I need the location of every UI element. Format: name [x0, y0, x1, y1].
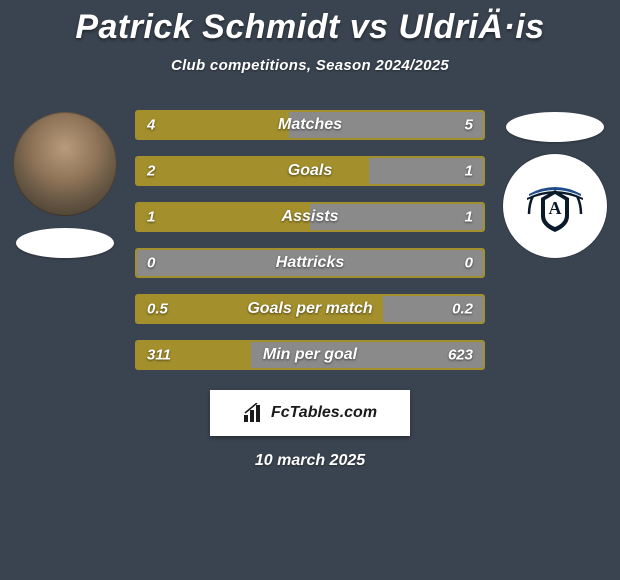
- stat-label: Goals per match: [247, 300, 372, 318]
- stat-value-left: 2: [147, 163, 155, 180]
- stat-row: 4 Matches 5: [135, 110, 485, 140]
- stat-value-right: 1: [465, 163, 473, 180]
- stat-value-left: 311: [147, 347, 171, 364]
- infographic-container: Patrick Schmidt vs UldriÄ·is Club compet…: [0, 0, 620, 470]
- stat-value-right: 623: [448, 347, 473, 364]
- stat-value-left: 0: [147, 255, 155, 272]
- stat-row: 0.5 Goals per match 0.2: [135, 294, 485, 324]
- footer-brand-box: FcTables.com: [210, 390, 410, 436]
- page-subtitle: Club competitions, Season 2024/2025: [0, 57, 620, 74]
- player-avatar-left: [13, 112, 117, 216]
- stat-row: 311 Min per goal 623: [135, 340, 485, 370]
- content-row: 4 Matches 5 2 Goals 1 1 Assists 1 0 Hattricks 0 0.5 G…: [0, 104, 620, 370]
- svg-text:A: A: [549, 198, 562, 218]
- stat-row: 1 Assists 1: [135, 202, 485, 232]
- bar-chart-icon: [243, 403, 265, 423]
- stat-value-right: 0.2: [452, 301, 473, 318]
- stat-row: 2 Goals 1: [135, 156, 485, 186]
- stat-value-left: 4: [147, 117, 155, 134]
- left-player-column: [13, 104, 117, 258]
- player-club-badge-right: A: [503, 154, 607, 258]
- footer-brand-label: FcTables.com: [271, 404, 377, 422]
- stat-label: Goals: [288, 162, 332, 180]
- player-club-ellipse-left: [16, 228, 114, 258]
- stat-value-right: 5: [465, 117, 473, 134]
- page-title: Patrick Schmidt vs UldriÄ·is: [0, 8, 620, 47]
- stat-label: Hattricks: [276, 254, 344, 272]
- stats-panel: 4 Matches 5 2 Goals 1 1 Assists 1 0 Hattricks 0 0.5 G…: [135, 104, 485, 370]
- stat-value-left: 1: [147, 209, 155, 226]
- stat-label: Min per goal: [263, 346, 357, 364]
- stat-bar-left: [137, 158, 369, 184]
- date-label: 10 march 2025: [0, 452, 620, 470]
- club-crest-icon: A: [523, 174, 587, 238]
- stat-value-left: 0.5: [147, 301, 168, 318]
- stat-value-right: 0: [465, 255, 473, 272]
- right-player-column: A: [503, 104, 607, 258]
- stat-bar-left: [137, 112, 289, 138]
- stat-value-right: 1: [465, 209, 473, 226]
- stat-row: 0 Hattricks 0: [135, 248, 485, 278]
- stat-label: Assists: [282, 208, 339, 226]
- stat-label: Matches: [278, 116, 342, 134]
- player-club-ellipse-right: [506, 112, 604, 142]
